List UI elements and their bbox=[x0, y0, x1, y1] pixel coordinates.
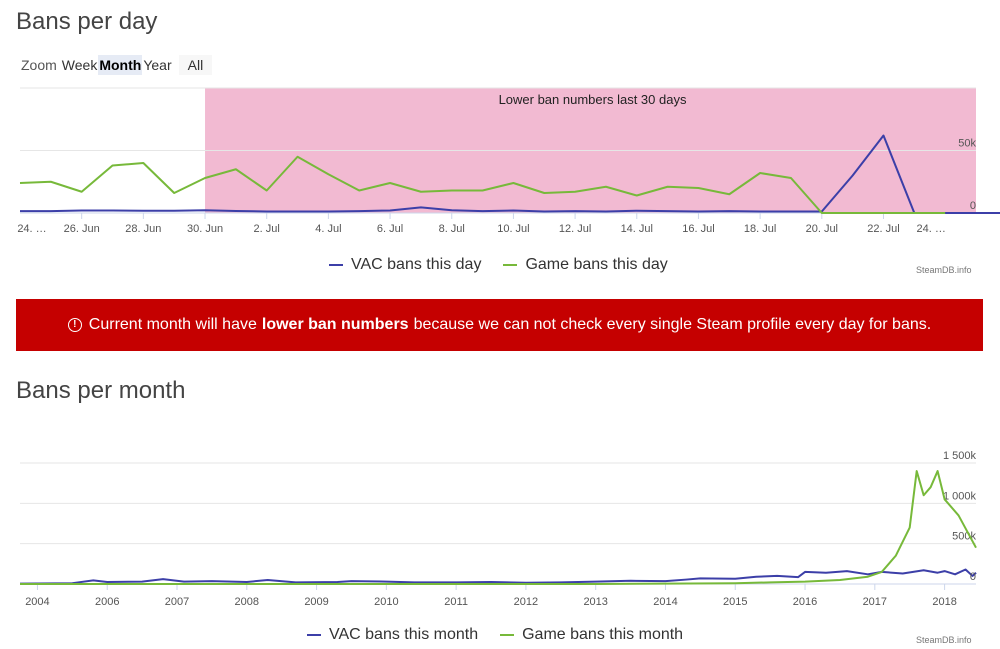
zoom-month-button[interactable]: Month bbox=[98, 55, 143, 75]
x-tick-label: 2. Jul bbox=[254, 223, 280, 235]
legend-vac-label: VAC bans this day bbox=[351, 256, 482, 273]
page-title-bans-per-day: Bans per day bbox=[16, 8, 158, 35]
x-tick-label: 24. … bbox=[916, 223, 945, 235]
y-tick-label: 50k bbox=[958, 138, 976, 150]
x-tick-label: 30. Jun bbox=[187, 223, 223, 235]
page-title-bans-per-month: Bans per month bbox=[16, 377, 186, 404]
legend-game-swatch bbox=[503, 264, 518, 266]
x-tick-label: 2008 bbox=[235, 596, 259, 608]
zoom-bar: Zoom Week Month Year All bbox=[21, 54, 213, 76]
legend-game-month-swatch bbox=[500, 634, 515, 636]
x-tick-label: 2012 bbox=[514, 596, 538, 608]
x-tick-label: 14. Jul bbox=[621, 223, 653, 235]
credit-link-day[interactable]: SteamDB.info bbox=[916, 265, 972, 275]
x-tick-label: 22. Jul bbox=[867, 223, 899, 235]
legend-vac-month[interactable]: VAC bans this month bbox=[307, 626, 478, 644]
zoom-all-button[interactable]: All bbox=[178, 55, 213, 75]
x-tick-label: 2006 bbox=[95, 596, 119, 608]
legend-vac-month-label: VAC bans this month bbox=[329, 626, 479, 643]
legend-game-label: Game bans this day bbox=[525, 256, 668, 273]
legend-vac-month-swatch bbox=[307, 634, 321, 636]
alert-text-post: because we can not check every single St… bbox=[413, 316, 932, 333]
x-tick-label: 26. Jun bbox=[64, 223, 100, 235]
series-line-game-day bbox=[19, 155, 946, 214]
y-tick-label: 1 000k bbox=[943, 490, 977, 502]
x-tick-label: 20. Jul bbox=[806, 223, 838, 235]
x-tick-label: 12. Jul bbox=[559, 223, 591, 235]
zoom-week-button[interactable]: Week bbox=[61, 57, 98, 73]
x-tick-label: 2017 bbox=[863, 596, 887, 608]
x-tick-label: 28. Jun bbox=[125, 223, 161, 235]
x-tick-label: 2011 bbox=[444, 596, 468, 608]
legend-game-month-label: Game bans this month bbox=[522, 626, 684, 643]
y-tick-label: 500k bbox=[952, 531, 976, 543]
alert-banner: ! Current month will have lower ban numb… bbox=[16, 299, 983, 351]
zoom-year-button[interactable]: Year bbox=[143, 57, 172, 73]
alert-text-bold: lower ban numbers bbox=[261, 316, 409, 333]
series-line-vac-day bbox=[20, 134, 1000, 214]
x-tick-label: 18. Jul bbox=[744, 223, 776, 235]
legend-game-month[interactable]: Game bans this month bbox=[500, 626, 683, 644]
x-tick-label: 2004 bbox=[25, 596, 49, 608]
x-tick-label: 2007 bbox=[165, 596, 189, 608]
alert-circle-icon: ! bbox=[67, 318, 82, 332]
chart-bans-per-month: 500k 1 000k 1 500k 2004 2006 2007 2008 2009 2010… bbox=[19, 450, 977, 608]
x-tick-label: 4. Jul bbox=[315, 223, 341, 235]
zoom-label: Zoom bbox=[21, 57, 57, 73]
legend-month: VAC bans this month Game bans this month bbox=[307, 626, 705, 644]
legend-day: VAC bans this day Game bans this day bbox=[329, 256, 690, 274]
x-tick-label: 2009 bbox=[304, 596, 328, 608]
x-tick-label: 2016 bbox=[793, 596, 817, 608]
x-tick-label: 10. Jul bbox=[497, 223, 529, 235]
x-tick-label: 2013 bbox=[583, 596, 607, 608]
x-tick-label: 16. Jul bbox=[682, 223, 714, 235]
credit-link-month[interactable]: SteamDB.info bbox=[916, 635, 972, 645]
x-tick-label: 2014 bbox=[653, 596, 677, 608]
x-tick-label: 8. Jul bbox=[439, 223, 465, 235]
x-tick-label: 6. Jul bbox=[377, 223, 403, 235]
legend-vac-swatch bbox=[329, 264, 343, 266]
series-line-vac-month bbox=[19, 568, 977, 585]
y-tick-label: 0 bbox=[970, 200, 976, 212]
legend-game-day[interactable]: Game bans this day bbox=[503, 256, 668, 274]
x-tick-label: 24. … bbox=[17, 223, 46, 235]
alert-text-pre: Current month will have bbox=[88, 316, 257, 333]
x-tick-label: 2018 bbox=[932, 596, 956, 608]
legend-vac-day[interactable]: VAC bans this day bbox=[329, 256, 481, 274]
band-label: Lower ban numbers last 30 days bbox=[499, 92, 687, 107]
x-tick-label: 2010 bbox=[374, 596, 398, 608]
y-tick-label: 0 bbox=[970, 571, 976, 583]
y-tick-label: 1 500k bbox=[943, 450, 977, 462]
x-tick-label: 2015 bbox=[723, 596, 747, 608]
chart-bans-per-day: Lower ban numbers last 30 days 0 50k 24. … 2… bbox=[17, 87, 1000, 235]
series-line-game-month bbox=[20, 470, 977, 585]
